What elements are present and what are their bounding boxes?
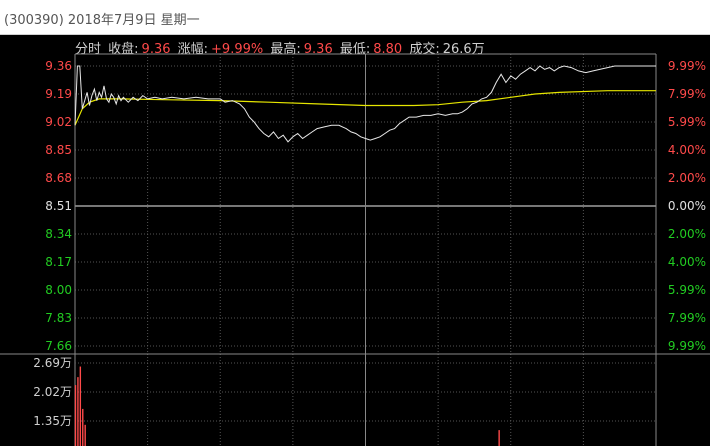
percent-tick-label: 0.00%	[668, 199, 706, 213]
price-tick-label: 9.36	[45, 59, 72, 73]
price-tick-label: 8.68	[45, 171, 72, 185]
chart-grid	[0, 53, 710, 446]
quote-info-bar: 分时 收盘: 9.36 涨幅: +9.99% 最高: 9.36 最低: 8.80 成交:…	[75, 38, 488, 57]
volume-axis: 2.69万 2.02万 1.35万	[33, 356, 72, 428]
volume-label: 成交:	[409, 42, 440, 57]
price-tick-label: 7.66	[45, 339, 72, 353]
close-label: 收盘:	[108, 42, 139, 57]
percent-tick-label: 7.99%	[668, 311, 706, 325]
window-titlebar: (300390) 2018年7月9日 星期一	[0, 0, 710, 35]
price-tick-label: 8.51	[45, 199, 72, 213]
percent-tick-label: 4.00%	[668, 143, 706, 157]
chart-mode-label: 分时	[75, 42, 102, 57]
high-label: 最高:	[270, 42, 301, 57]
price-tick-label: 9.19	[45, 87, 72, 101]
window-title: (300390) 2018年7月9日 星期一	[4, 13, 200, 28]
change-value: +9.99%	[211, 42, 264, 57]
average-price-line	[74, 90, 656, 126]
volume-tick-label: 2.69万	[33, 356, 72, 370]
volume-tick-label: 2.02万	[33, 385, 72, 399]
price-axis: 9.36 9.19 9.02 8.85 8.68 8.51 8.34 8.17 8.00 7.83…	[45, 59, 72, 353]
percent-axis: 9.99% 7.99% 5.99% 4.00% 2.00% 0.00% 2.00% 4.00%…	[668, 59, 706, 353]
change-label: 涨幅:	[177, 42, 209, 57]
low-label: 最低:	[339, 42, 371, 57]
percent-tick-label: 9.99%	[668, 339, 706, 353]
volume-tick-label: 1.35万	[33, 414, 72, 428]
price-line	[74, 65, 656, 143]
percent-tick-label: 9.99%	[668, 59, 706, 73]
price-tick-label: 8.34	[45, 227, 72, 241]
volume-bars	[74, 366, 500, 446]
volume-value: 26.6万	[442, 42, 485, 57]
low-value: 8.80	[373, 42, 403, 57]
percent-tick-label: 7.99%	[668, 87, 706, 101]
percent-tick-label: 5.99%	[668, 283, 706, 297]
percent-tick-label: 5.99%	[668, 115, 706, 129]
price-tick-label: 8.85	[45, 143, 72, 157]
price-tick-label: 8.17	[45, 255, 72, 269]
price-tick-label: 8.00	[45, 283, 72, 297]
percent-tick-label: 4.00%	[668, 255, 706, 269]
high-value: 9.36	[303, 42, 333, 57]
price-tick-label: 7.83	[45, 311, 72, 325]
percent-tick-label: 2.00%	[668, 171, 706, 185]
close-value: 9.36	[141, 42, 171, 57]
percent-tick-label: 2.00%	[668, 227, 706, 241]
price-tick-label: 9.02	[45, 115, 72, 129]
